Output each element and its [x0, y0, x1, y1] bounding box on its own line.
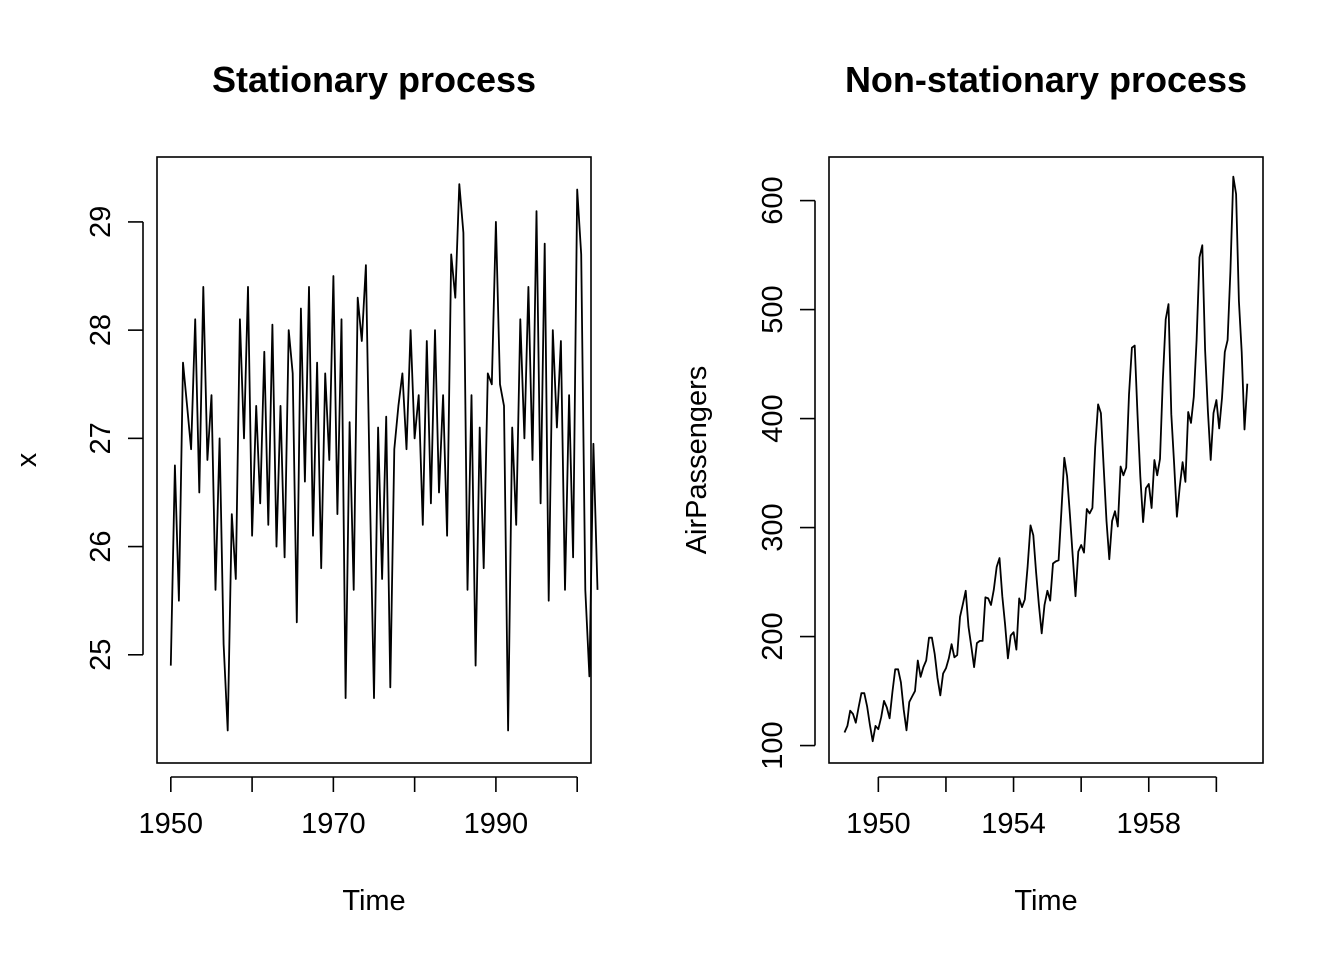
x-tick-label: 1970	[301, 808, 366, 840]
plot-frame	[828, 156, 1264, 764]
y-tick-label: 29	[85, 206, 117, 238]
y-tick-label: 200	[757, 612, 789, 660]
y-axis-label: AirPassengers	[681, 366, 713, 555]
y-tick-label: 300	[757, 503, 789, 551]
x-tick-label: 1958	[1116, 808, 1181, 840]
x-axis-label: Time	[342, 885, 405, 917]
y-tick-label: 28	[85, 314, 117, 346]
x-axis: 1950 1970 1990	[139, 776, 578, 840]
x-tick-label: 1950	[139, 808, 204, 840]
plot-frame	[156, 156, 592, 764]
y-axis-label: x	[11, 452, 43, 467]
x-axis-label: Time	[1014, 885, 1077, 917]
non-stationary-panel: Non-stationary process 1950 1954 1958 100 2…	[681, 59, 1264, 917]
chart-title: Stationary process	[212, 59, 536, 100]
chart-title: Non-stationary process	[845, 59, 1247, 100]
y-tick-label: 500	[757, 285, 789, 333]
x-tick-label: 1990	[464, 808, 529, 840]
y-tick-label: 100	[757, 721, 789, 769]
y-tick-label: 26	[85, 530, 117, 562]
x-tick-label: 1954	[981, 808, 1046, 840]
stationary-panel: Stationary process 1950 1970 1990 25 26 27 28…	[11, 59, 599, 917]
y-axis: 100 200 300 400 500 600	[757, 176, 816, 770]
series-line	[169, 183, 599, 732]
y-axis: 25 26 27 28 29	[85, 206, 144, 671]
y-tick-label: 27	[85, 422, 117, 454]
y-tick-label: 25	[85, 639, 117, 671]
y-tick-label: 600	[757, 176, 789, 224]
series-line	[843, 175, 1249, 743]
x-axis: 1950 1954 1958	[846, 776, 1218, 840]
y-tick-label: 400	[757, 394, 789, 442]
x-tick-label: 1950	[846, 808, 911, 840]
